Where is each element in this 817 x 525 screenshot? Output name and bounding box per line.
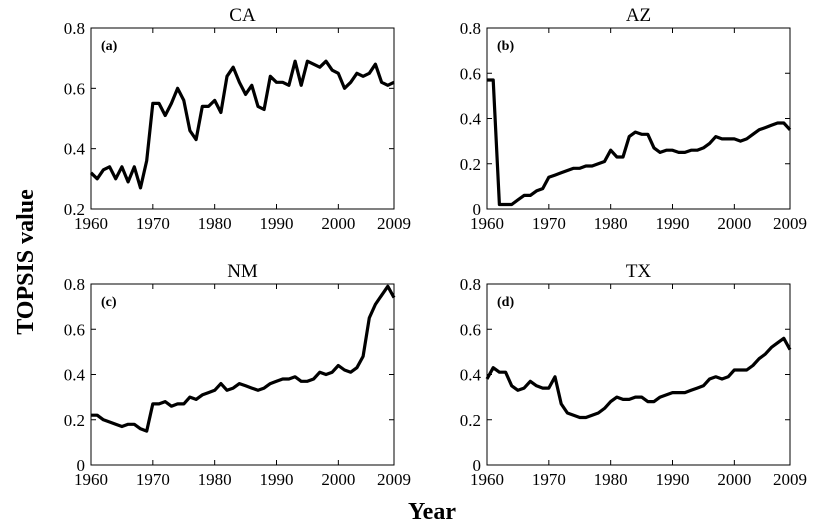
panel-title-tx: TX [626, 261, 652, 282]
x-tick-label: 1990 [656, 214, 690, 233]
panel-ca: CA (a) 1960 1970 1980 1990 2000 2009 0.2 0.4 0.6 0.… [64, 5, 411, 233]
x-tick-label: 1980 [594, 470, 628, 489]
plot-frame-ca [90, 27, 395, 210]
panel-tag-az: (b) [497, 39, 514, 54]
panel-title-nm: NM [227, 261, 258, 282]
y-tick-label: 0.2 [64, 200, 85, 219]
y-tick-label: 0.6 [64, 320, 85, 339]
x-tick-label: 1990 [260, 214, 294, 233]
series-line-nm [91, 284, 396, 433]
x-tick-label: 1970 [136, 214, 170, 233]
panel-tx: TX (d) 1960 1970 1980 1990 2000 2009 0 0.2 0.4 0.6 0… [460, 261, 807, 489]
x-tick-label: 2000 [321, 214, 355, 233]
panel-tag-nm: (c) [101, 295, 117, 310]
y-tick-label: 0.4 [64, 140, 86, 159]
panel-title-ca: CA [229, 5, 256, 26]
y-tick-label: 0.2 [460, 155, 481, 174]
x-tick-label: 1960 [470, 214, 504, 233]
series-line-ca [89, 59, 395, 190]
x-tick-label: 2000 [717, 214, 751, 233]
y-tick-label: 0.6 [64, 79, 85, 98]
y-tick-label: 0 [77, 456, 86, 475]
panel-tag-tx: (d) [497, 295, 514, 310]
x-tick-label: 2009 [773, 214, 807, 233]
y-tick-label: 0 [473, 456, 482, 475]
panel-nm: NM (c) 1960 1970 1980 1990 2000 2009 0 0.2 0.4 0.6 0… [64, 261, 411, 489]
x-tick-label: 2000 [717, 470, 751, 489]
x-tick-label: 1980 [594, 214, 628, 233]
y-tick-label: 0.8 [64, 275, 85, 294]
panel-title-az: AZ [626, 5, 651, 26]
x-tick-label: 1970 [532, 214, 566, 233]
x-tick-label: 1960 [74, 470, 108, 489]
series-line-az [487, 78, 792, 207]
x-tick-label: 2009 [377, 214, 411, 233]
series-line-tx [485, 336, 792, 420]
y-axis-title: TOPSIS value [13, 189, 39, 335]
y-tick-label: 0 [473, 200, 482, 219]
y-tick-label: 0.8 [460, 275, 481, 294]
x-tick-label: 1980 [198, 214, 232, 233]
y-tick-label: 0.2 [64, 411, 85, 430]
x-tick-label: 1960 [74, 214, 108, 233]
x-tick-label: 2009 [773, 470, 807, 489]
y-tick-label: 0.6 [460, 320, 481, 339]
y-tick-label: 0.8 [460, 19, 481, 38]
x-tick-label: 1980 [198, 470, 232, 489]
x-tick-label: 1990 [260, 470, 294, 489]
y-tick-label: 0.6 [460, 64, 481, 83]
y-tick-label: 0.8 [64, 19, 85, 38]
plot-frame-az [486, 27, 791, 210]
x-axis-title: Year [408, 499, 456, 525]
y-tick-label: 0.4 [460, 110, 482, 129]
x-tick-label: 1960 [470, 470, 504, 489]
chart-panels: CA (a) 1960 1970 1980 1990 2000 2009 0.2 0.4 0.6 0.… [64, 5, 807, 489]
plot-frame-tx [486, 283, 791, 466]
x-tick-label: 1990 [656, 470, 690, 489]
panel-tag-ca: (a) [101, 39, 118, 54]
y-tick-label: 0.4 [460, 366, 482, 385]
x-tick-label: 2009 [377, 470, 411, 489]
panel-az: AZ (b) 1960 1970 1980 1990 2000 2009 0 0.2 0.4 0.6 0… [460, 5, 807, 233]
plot-frame-nm [90, 283, 395, 466]
x-tick-label: 2000 [321, 470, 355, 489]
y-tick-label: 0.4 [64, 366, 86, 385]
x-tick-label: 1970 [136, 470, 170, 489]
x-tick-label: 1970 [532, 470, 566, 489]
y-tick-label: 0.2 [460, 411, 481, 430]
